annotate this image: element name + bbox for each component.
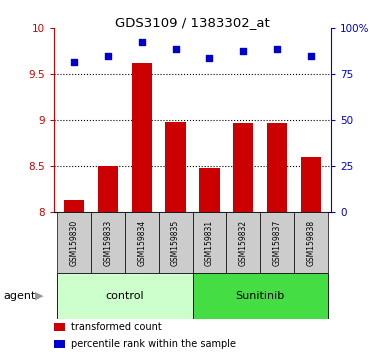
Point	[308, 53, 314, 59]
Point	[71, 59, 77, 65]
Bar	[57, 212, 91, 273]
Bar	[132, 63, 152, 212]
Bar	[233, 123, 253, 212]
Text: transformed count: transformed count	[71, 322, 162, 332]
Bar	[226, 212, 260, 273]
Text: GSM159833: GSM159833	[104, 219, 112, 266]
Bar	[98, 166, 118, 212]
Text: GSM159835: GSM159835	[171, 219, 180, 266]
Text: agent: agent	[4, 291, 36, 301]
Text: GSM159832: GSM159832	[239, 219, 248, 266]
Bar	[301, 157, 321, 212]
Text: GSM159834: GSM159834	[137, 219, 146, 266]
Point	[105, 53, 111, 59]
Point	[274, 46, 280, 51]
Bar	[260, 212, 294, 273]
Text: GSM159830: GSM159830	[70, 219, 79, 266]
Text: percentile rank within the sample: percentile rank within the sample	[71, 339, 236, 349]
Bar	[267, 123, 287, 212]
Point	[206, 55, 213, 61]
Bar	[192, 212, 226, 273]
Text: GSM159831: GSM159831	[205, 219, 214, 266]
Bar	[125, 212, 159, 273]
Text: Sunitinib: Sunitinib	[236, 291, 285, 301]
Text: GSM159837: GSM159837	[273, 219, 281, 266]
Text: GDS3109 / 1383302_at: GDS3109 / 1383302_at	[115, 16, 270, 29]
Bar	[294, 212, 328, 273]
Point	[240, 48, 246, 54]
Point	[172, 46, 179, 51]
Text: control: control	[105, 291, 144, 301]
Bar	[64, 200, 84, 212]
Bar	[199, 168, 219, 212]
Bar	[166, 122, 186, 212]
Bar	[57, 273, 192, 319]
Point	[139, 39, 145, 45]
Bar	[91, 212, 125, 273]
Bar	[192, 273, 328, 319]
Text: GSM159838: GSM159838	[306, 219, 315, 266]
Text: ▶: ▶	[35, 291, 43, 301]
Bar	[159, 212, 192, 273]
